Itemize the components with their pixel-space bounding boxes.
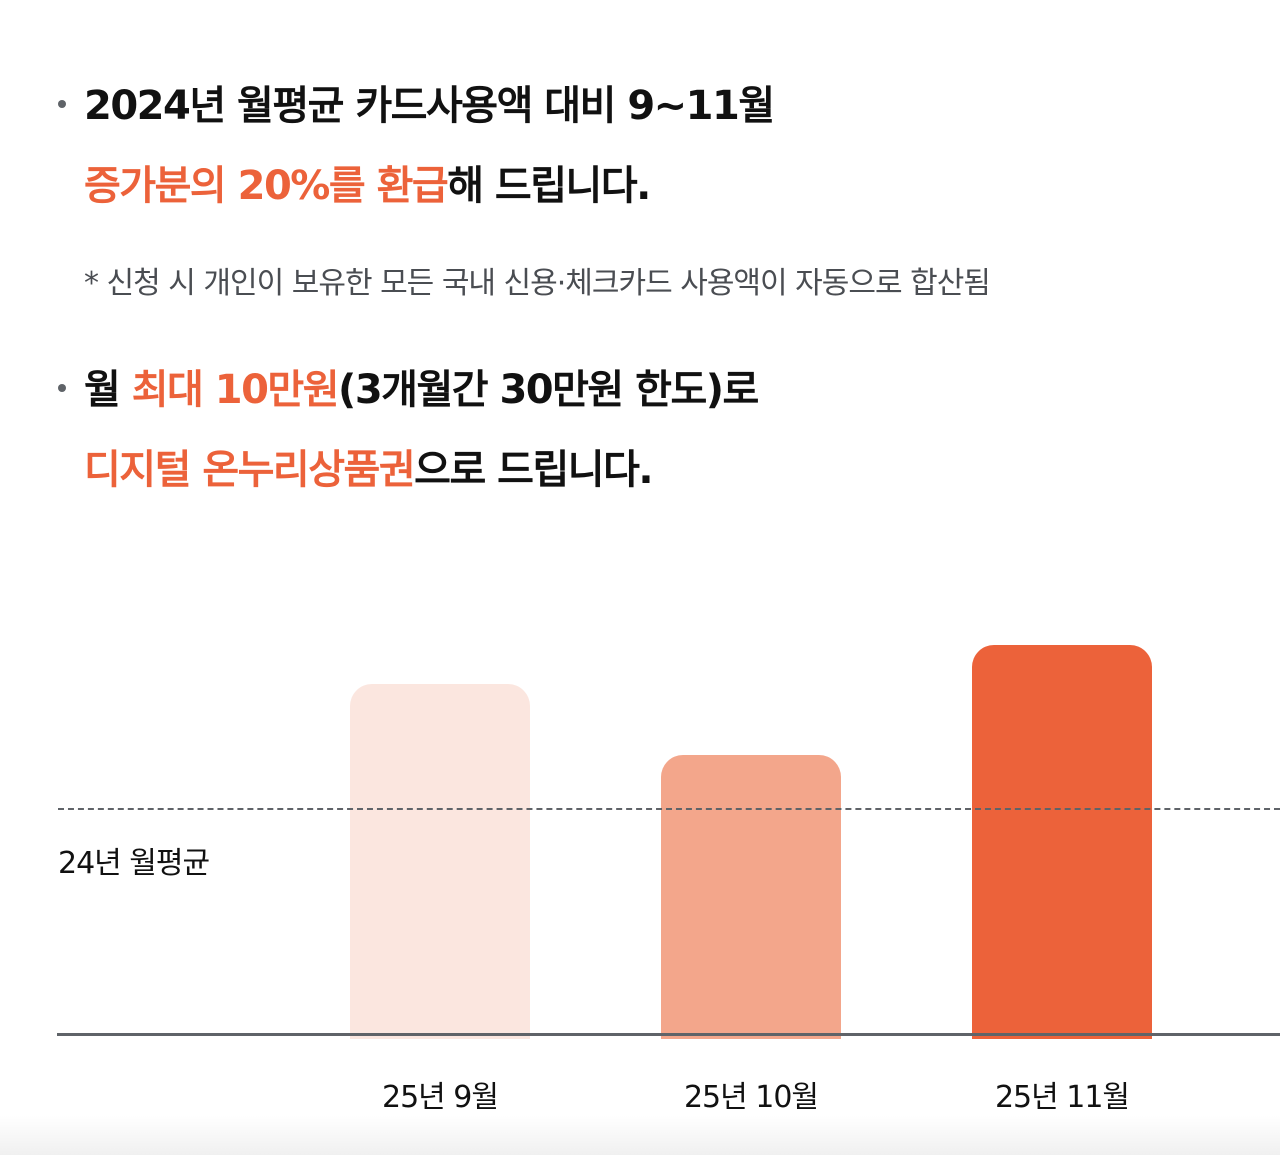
headline-text: (3개월간 30만원 한도)로 (338, 367, 759, 413)
headline-limit-line2: 디지털 온누리상품권으로 드립니다. (58, 430, 758, 510)
bar-oct (661, 755, 841, 1039)
headline-text: 월 (84, 367, 132, 413)
average-label: 24년 월평균 (58, 846, 210, 881)
x-axis-baseline (57, 1033, 1280, 1036)
x-label-sep: 25년 9월 (382, 1080, 499, 1115)
x-label-oct: 25년 10월 (683, 1080, 819, 1115)
highlight-text: 증가분의 20%를 환급 (84, 163, 449, 209)
bullet-dot-icon (58, 384, 66, 392)
footnote: * 신청 시 개인이 보유한 모든 국내 신용·체크카드 사용액이 자동으로 합… (84, 266, 991, 301)
average-reference-line (58, 808, 1280, 810)
headline-text: 으로 드립니다. (414, 447, 653, 493)
bullet-dot-icon (58, 100, 66, 108)
headline-refund-line1: 2024년 월평균 카드사용액 대비 9~11월 (58, 66, 775, 146)
headline-refund: 2024년 월평균 카드사용액 대비 9~11월 증가분의 20%를 환급해 드… (58, 66, 775, 226)
headline-refund-line2: 증가분의 20%를 환급해 드립니다. (58, 146, 774, 226)
bar-chart: 24년 월평균 25년 9월 25년 10월 25년 11월 (0, 560, 1280, 1160)
highlight-text: 디지털 온누리상품권 (84, 447, 416, 493)
headline-limit: 월 최대 10만원(3개월간 30만원 한도)로 디지털 온누리상품권으로 드립… (58, 350, 759, 510)
headline-text: 2024년 월평균 카드사용액 대비 9~11월 (84, 83, 775, 129)
bar-nov (972, 645, 1152, 1039)
headline-limit-line1: 월 최대 10만원(3개월간 30만원 한도)로 (58, 350, 759, 430)
x-label-nov: 25년 11월 (994, 1080, 1130, 1115)
highlight-text: 최대 10만원 (131, 367, 340, 413)
bar-sep (350, 684, 530, 1039)
headline-text: 해 드립니다. (447, 163, 651, 209)
